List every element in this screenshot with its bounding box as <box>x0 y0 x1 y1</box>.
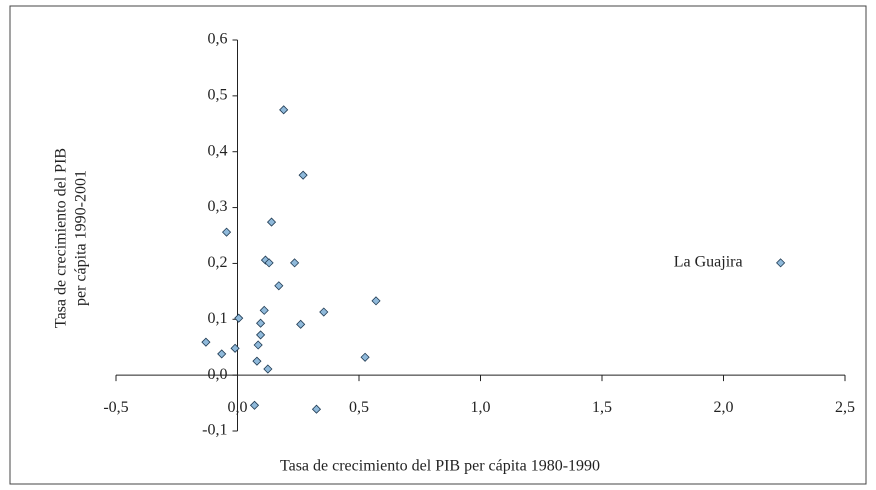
point <box>256 318 266 328</box>
x-tick-label: 2,0 <box>714 399 734 416</box>
point <box>274 281 284 291</box>
y-tick-label: 0,5 <box>208 87 228 104</box>
x-tick-label: 2,5 <box>835 399 855 416</box>
point <box>253 340 263 350</box>
annotation: La Guajira <box>674 254 743 271</box>
point <box>319 307 329 317</box>
chart-frame <box>9 5 867 485</box>
point <box>311 404 322 414</box>
x-tick-label: -0,5 <box>103 399 128 416</box>
y-axis-title: Tasa de crecimiento del PIB per cápita 1… <box>53 148 90 328</box>
y-axis-title-line: per cápita 1990-2001 <box>73 170 90 306</box>
point <box>360 352 370 362</box>
point <box>371 296 381 306</box>
x-tick-label: 1,0 <box>471 399 491 416</box>
x-tick-label: 0,0 <box>228 399 248 416</box>
point <box>296 319 306 329</box>
point <box>776 258 786 268</box>
point <box>256 330 266 340</box>
y-tick-label: 0,1 <box>208 310 228 327</box>
point <box>259 305 269 315</box>
point <box>221 227 232 237</box>
point <box>298 170 308 180</box>
point <box>252 356 262 366</box>
y-tick-label: 0,0 <box>208 366 228 383</box>
x-tick-label: 1,5 <box>592 399 612 416</box>
y-tick-label: 0,2 <box>208 254 228 271</box>
point <box>266 217 277 227</box>
point <box>263 364 273 374</box>
point <box>201 337 211 347</box>
point <box>264 258 274 268</box>
point <box>249 400 260 410</box>
x-axis-title: Tasa de crecimiento del PIB per cápita 1… <box>280 458 600 475</box>
point <box>290 258 300 268</box>
x-tick-label: 0,5 <box>349 399 369 416</box>
point <box>217 349 227 359</box>
y-tick-label: 0,4 <box>208 142 228 159</box>
y-tick-label: 0,6 <box>208 31 228 48</box>
y-axis-title-line: Tasa de crecimiento del PIB <box>53 148 70 328</box>
y-tick-label: 0,3 <box>208 198 228 215</box>
y-tick-label: -0,1 <box>202 422 227 439</box>
point <box>234 313 244 323</box>
point <box>230 343 240 353</box>
point <box>279 105 289 115</box>
